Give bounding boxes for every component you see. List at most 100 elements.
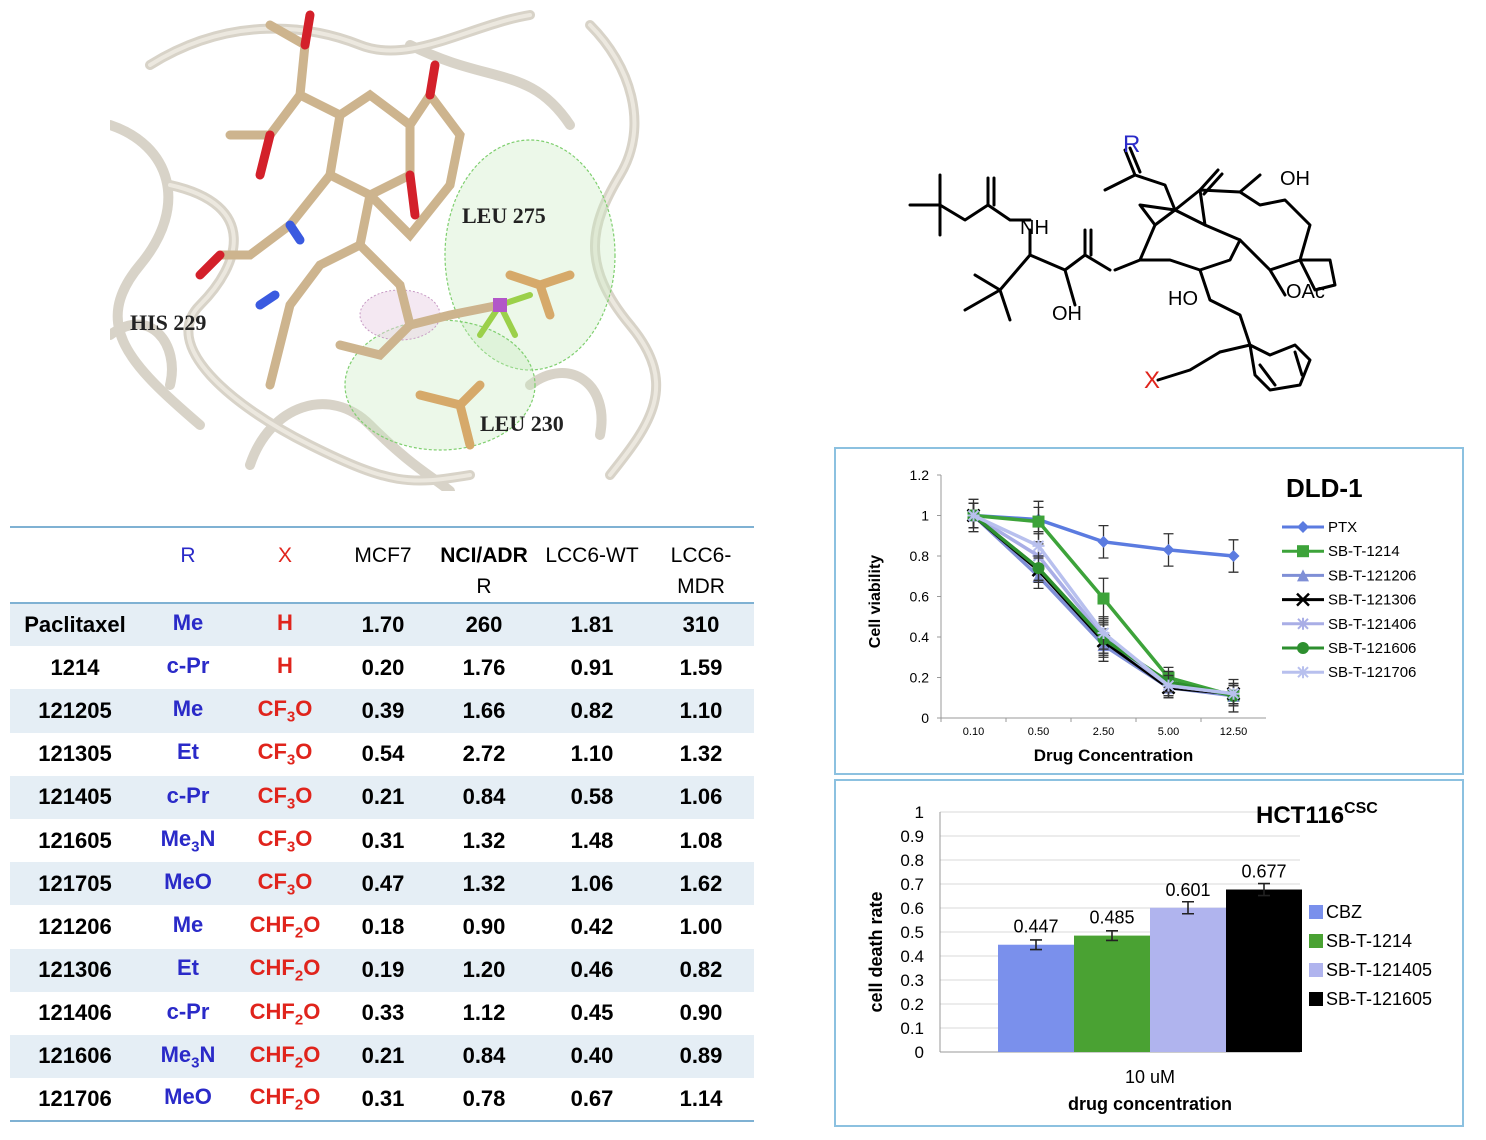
table-header-row: R X MCF7 NCI/ADR R LCC6-WT LCC6- MDR [10,526,754,604]
cell-mcf7: 0.21 [361,784,405,810]
cell-x-main: CF [257,696,287,722]
cell-lcc6wt: 0.58 [570,784,614,810]
cell-nci-adr: 1.32 [462,870,506,896]
y-tick-label: 0 [921,710,929,726]
cell-r-sub: 3 [191,838,200,856]
cell-r-main: Et [177,739,199,765]
structure-label-oh-chain: OH [1052,303,1082,325]
cell-nci-adr: 260 [465,612,503,638]
table-row: 121405 c-Pr CF3O 0.21 0.84 0.58 1.06 [10,775,754,819]
header-r: R [140,526,236,604]
cell-r: MeO [140,1078,236,1123]
legend-swatch [1309,934,1323,948]
cell-x-after: O [303,998,321,1024]
x-tick-label: 2.50 [1093,726,1114,738]
cell-x: CHF2O [236,992,334,1035]
cell-x-sub: 3 [286,881,296,899]
cell-r-main: MeO [164,869,212,895]
cell-x-main: CF [257,739,287,765]
cell-r: Me [140,603,236,646]
legend-label: SB-T-121206 [1328,567,1416,584]
y-axis-title: cell death rate [866,891,886,1012]
table-row: 121705 MeO CF3O 0.47 1.32 1.06 1.62 [10,862,754,906]
cell-x-main: H [277,610,293,636]
dld1-line-chart: 0 0.2 0.4 0.6 0.8 1 1.2 0.10 0.50 2.50 5.00 12.50 Dr… [867,467,1416,765]
cell-x: CHF2O [236,1035,334,1078]
cell-x-sub: 3 [286,838,296,856]
header-x: X [236,526,334,604]
legend-swatch [1309,905,1323,919]
y-tick-label: 0.2 [900,995,924,1014]
cell-r: Me3N [140,1035,236,1078]
cell-r-main: Me [160,1041,192,1067]
cell-compound: 1214 [50,654,100,680]
y-tick-label: 0.2 [910,670,930,686]
cell-nci-adr: 0.84 [462,784,506,810]
legend-label: SB-T-1214 [1328,543,1400,560]
cell-mcf7: 0.18 [361,913,405,939]
cell-compound: 121205 [38,697,112,723]
cell-r-main: Me [160,825,192,851]
table-row: 121305 Et CF3O 0.54 2.72 1.10 1.32 [10,733,754,776]
cell-r-main: c-Pr [166,782,210,808]
cell-mcf7: 0.33 [361,1000,405,1026]
cell-lcc6mdr: 1.06 [679,784,723,810]
cell-nci-adr: 1.12 [462,1000,506,1026]
y-tick-label: 0.7 [900,875,924,894]
chart-title: HCT116CSC [1256,800,1378,829]
cell-lcc6mdr: 0.89 [679,1043,723,1069]
error-bar [1182,900,1194,915]
cell-x-main: CF [257,869,287,895]
cell-x-sub: 3 [286,795,296,813]
cell-lcc6wt: 0.46 [570,957,614,983]
legend-label: CBZ [1326,902,1362,922]
cell-x-main: H [277,653,293,679]
legend-marker [1297,666,1309,679]
docking-label-leu230: LEU 230 [480,411,564,436]
cell-compound: 121206 [38,913,112,939]
x-tick-label: 0.50 [1028,726,1049,738]
cell-lcc6wt: 0.91 [570,654,614,680]
structure-label-ho: HO [1168,288,1198,310]
cell-compound: 121406 [38,1000,112,1026]
bar-sb-t-1214 [1074,935,1150,1052]
structure-label-r: R [1123,131,1140,158]
structure-label-oh-top: OH [1280,168,1310,190]
cell-x-main: CHF [249,998,295,1024]
table-row: 1214 c-Pr H 0.20 1.76 0.91 1.59 [10,646,754,689]
data-point [1097,592,1110,605]
legend-swatch [1309,963,1323,977]
y-tick-label: 0.1 [900,1019,924,1038]
cell-r-main: c-Pr [166,653,210,679]
table-row: 121206 Me CHF2O 0.18 0.90 0.42 1.00 [10,905,754,948]
chart-title: DLD-1 [1286,473,1363,503]
chart-title-sup: CSC [1344,800,1378,817]
cell-compound: 121305 [38,741,112,767]
cell-x: CF3O [236,733,334,776]
cell-x-after: O [295,825,313,851]
cell-compound: 121605 [38,827,112,853]
legend-label: SB-T-121706 [1328,664,1416,681]
cell-mcf7: 0.54 [361,741,405,767]
cell-r: Et [140,949,236,992]
header-nci-line1: NCI/ADR [440,544,528,567]
data-label: 0.601 [1165,880,1210,900]
cell-lcc6mdr: 1.10 [679,697,723,723]
cell-x-after: O [295,739,313,765]
chemical-structure: NH OH OH HO OAc R X [908,131,1337,394]
cell-x-main: CHF [249,1041,295,1067]
y-tick-label: 1.2 [910,467,930,483]
y-tick-label: 1 [915,803,924,822]
cell-mcf7: 0.31 [334,1078,432,1123]
table-row: 121706 MeO CHF2O 0.31 0.78 0.67 1.14 [10,1078,754,1123]
structure-label-nh: NH [1020,217,1049,239]
structure-label-oac: OAc [1286,281,1325,303]
cell-nci-adr: 0.90 [462,913,506,939]
cell-nci-adr: 1.76 [462,654,506,680]
cell-r: Et [140,733,236,776]
cell-nci-adr: 0.84 [462,1043,506,1069]
header-lcc6mdr-line2: MDR [677,575,725,598]
error-bar [1030,939,1042,951]
bar-sb-t-121605 [1226,889,1302,1052]
cell-x-after: O [295,696,313,722]
